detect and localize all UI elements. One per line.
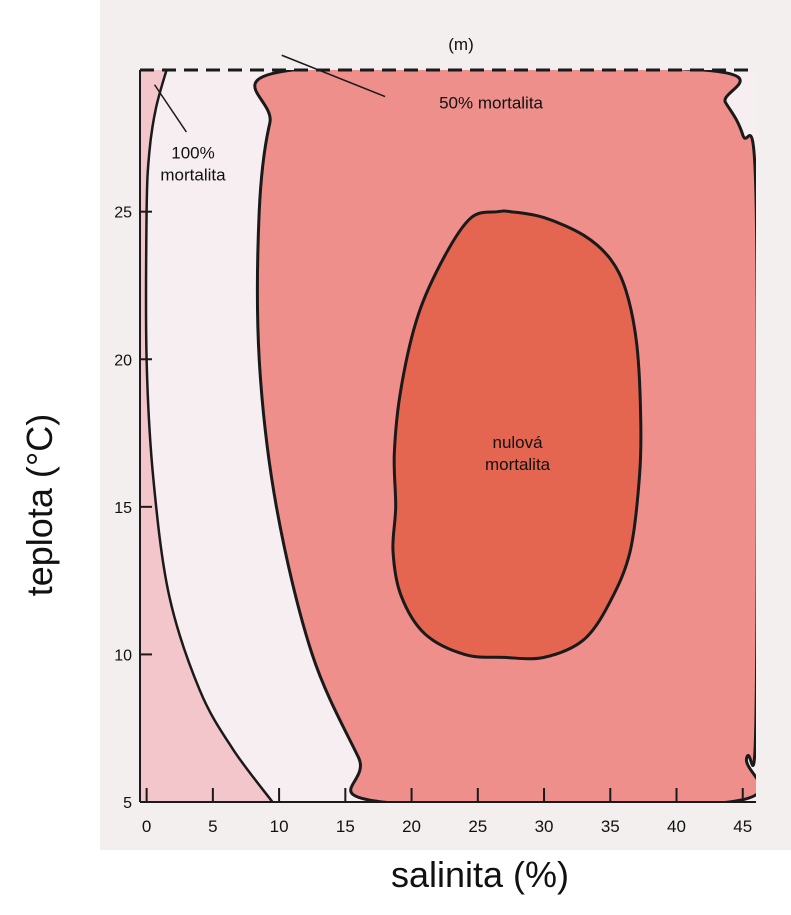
annotation-label: 100% mortalita	[160, 144, 226, 185]
x-tick-label: 5	[208, 817, 217, 836]
y-tick-label: 5	[123, 795, 132, 812]
y-ticks: 5 10 15 20 25	[114, 205, 152, 812]
annotations: 100% mortalita 50% mortalita nulová mortalit…	[153, 54, 551, 474]
annotation-line: mortalita	[160, 166, 226, 185]
y-axis-title: teplota (°C)	[19, 414, 60, 596]
mortality-regions	[140, 70, 756, 802]
x-axis-title: salinita (%)	[391, 854, 569, 895]
annotation-label: nulová mortalita	[485, 433, 551, 474]
chart-title: (m)	[448, 35, 473, 54]
y-tick-label: 10	[114, 647, 132, 664]
x-ticks: 0 5 10 15 20 25 30 35 40 45	[142, 788, 752, 836]
annotation-line: nulová	[492, 433, 543, 452]
annotation-line: mortalita	[485, 455, 551, 474]
annotation-leader-line	[153, 84, 187, 133]
x-tick-label: 0	[142, 817, 151, 836]
region-100-mortality	[140, 70, 273, 802]
y-tick-label: 15	[114, 500, 132, 517]
boundary-100-mortality	[144, 70, 274, 802]
annotation-line: 100%	[171, 144, 214, 163]
x-tick-label: 25	[468, 817, 487, 836]
x-tick-label: 10	[270, 817, 289, 836]
x-tick-label: 15	[336, 817, 355, 836]
annotation-label: 50% mortalita	[439, 93, 543, 112]
x-tick-label: 45	[733, 817, 752, 836]
y-tick-label: 20	[114, 352, 132, 369]
x-tick-label: 35	[601, 817, 620, 836]
x-tick-label: 30	[535, 817, 554, 836]
annotation-leader-line	[281, 54, 386, 98]
annotation-line: 50% mortalita	[439, 93, 543, 112]
region-0-mortality	[391, 209, 643, 661]
x-tick-label: 40	[667, 817, 686, 836]
x-tick-label: 20	[402, 817, 421, 836]
y-tick-label: 25	[114, 205, 132, 222]
